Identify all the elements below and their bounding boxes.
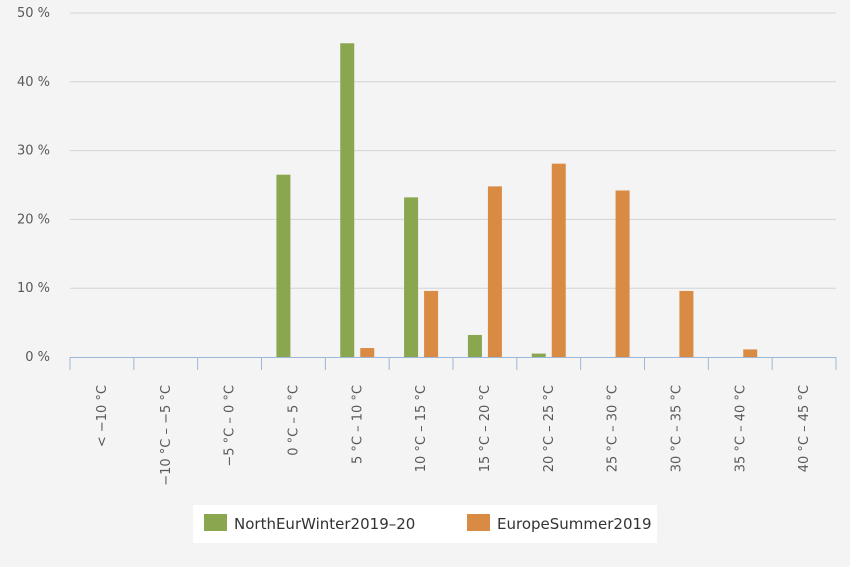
y-tick-label: 0 % xyxy=(25,350,50,365)
bar-europe-summer xyxy=(679,290,694,357)
bar-north-eur-winter xyxy=(531,353,546,357)
y-tick-label: 30 % xyxy=(17,144,50,159)
x-tick-label: −10 °C – −5 °C xyxy=(159,385,174,486)
y-tick-label: 10 % xyxy=(17,281,50,296)
x-tick-label: 25 °C – 30 °C xyxy=(606,385,621,472)
bar-europe-summer xyxy=(424,290,439,357)
legend-box xyxy=(193,505,657,543)
x-axis xyxy=(69,357,837,370)
y-tick-label: 20 % xyxy=(17,212,50,227)
x-tick-label: 5 °C – 10 °C xyxy=(350,385,365,464)
x-tick-label: 0 °C – 5 °C xyxy=(286,385,301,456)
y-tick-label: 50 % xyxy=(17,6,50,21)
bar-north-eur-winter xyxy=(276,174,291,357)
legend-swatch-europe-summer xyxy=(467,514,490,531)
legend: NorthEurWinter2019–20 EuropeSummer2019 xyxy=(193,505,657,543)
legend-label-north-eur-winter: NorthEurWinter2019–20 xyxy=(234,515,415,533)
x-tick-label: 30 °C – 35 °C xyxy=(669,385,684,472)
bar-europe-summer xyxy=(615,190,630,357)
x-tick-label: −5 °C – 0 °C xyxy=(223,385,238,467)
x-tick-label: 15 °C – 20 °C xyxy=(478,385,493,472)
legend-label-europe-summer: EuropeSummer2019 xyxy=(497,515,652,533)
bars xyxy=(276,43,758,357)
bar-north-eur-winter xyxy=(340,43,355,357)
bar-europe-summer xyxy=(551,163,566,357)
x-tick-label: 35 °C – 40 °C xyxy=(733,385,748,472)
bar-europe-summer xyxy=(487,186,502,357)
bar-europe-summer xyxy=(360,348,375,357)
x-tick-label: 40 °C – 45 °C xyxy=(797,385,812,472)
y-axis-ticks: 0 % 10 % 20 % 30 % 40 % 50 % xyxy=(17,6,50,365)
x-tick-label: 10 °C – 15 °C xyxy=(414,385,429,472)
bar-north-eur-winter xyxy=(404,197,419,357)
x-axis-ticks: < −10 °C −10 °C – −5 °C −5 °C – 0 °C 0 °C –… xyxy=(95,385,812,486)
bar-europe-summer xyxy=(743,349,758,357)
x-tick-label: 20 °C – 25 °C xyxy=(542,385,557,472)
y-tick-label: 40 % xyxy=(17,75,50,90)
bar-north-eur-winter xyxy=(467,334,482,357)
x-tick-label: < −10 °C xyxy=(95,385,110,447)
legend-swatch-north-eur-winter xyxy=(204,514,227,531)
gridlines xyxy=(70,12,836,289)
